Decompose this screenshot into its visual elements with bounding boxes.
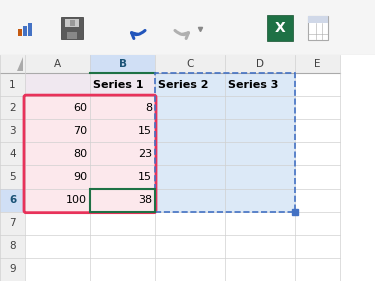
- Bar: [90, 55, 155, 73]
- Text: 15: 15: [138, 126, 152, 136]
- Bar: [0, 166, 25, 189]
- Text: 8: 8: [145, 103, 152, 113]
- Bar: [28, 22, 32, 35]
- Bar: [0, 55, 375, 281]
- Bar: [25, 55, 90, 73]
- Bar: [18, 28, 22, 35]
- Bar: [0, 258, 25, 281]
- Polygon shape: [17, 57, 23, 71]
- Bar: [67, 31, 77, 38]
- Bar: [0, 235, 25, 258]
- Text: 15: 15: [138, 172, 152, 182]
- Bar: [65, 19, 79, 26]
- Text: 8: 8: [9, 241, 16, 251]
- Text: 2: 2: [9, 103, 16, 113]
- Text: 100: 100: [66, 195, 87, 205]
- Text: 23: 23: [138, 149, 152, 159]
- Bar: [23, 26, 27, 35]
- Text: 6: 6: [9, 195, 16, 205]
- Bar: [155, 55, 225, 73]
- Text: 4: 4: [9, 149, 16, 159]
- Bar: [0, 0, 375, 55]
- Text: C: C: [186, 59, 194, 69]
- Bar: [0, 55, 25, 73]
- Bar: [0, 142, 25, 166]
- Text: D: D: [256, 59, 264, 69]
- Text: Series 3: Series 3: [228, 80, 278, 90]
- Bar: [0, 96, 25, 119]
- Bar: [0, 73, 25, 96]
- Text: 3: 3: [9, 126, 16, 136]
- Text: Series 2: Series 2: [158, 80, 209, 90]
- Bar: [70, 19, 75, 26]
- Text: 7: 7: [9, 218, 16, 228]
- Text: A: A: [54, 59, 61, 69]
- Bar: [0, 212, 25, 235]
- Bar: [0, 189, 25, 212]
- FancyBboxPatch shape: [61, 17, 83, 38]
- Text: E: E: [314, 59, 321, 69]
- Bar: [0, 119, 25, 142]
- Text: 80: 80: [73, 149, 87, 159]
- Text: 90: 90: [73, 172, 87, 182]
- Text: 5: 5: [9, 172, 16, 182]
- Bar: [225, 55, 295, 73]
- Text: B: B: [118, 59, 126, 69]
- Text: 1: 1: [9, 80, 16, 90]
- Bar: [25, 96, 155, 212]
- Bar: [308, 15, 328, 22]
- FancyBboxPatch shape: [267, 15, 293, 40]
- FancyBboxPatch shape: [308, 15, 328, 40]
- Bar: [155, 55, 295, 212]
- Text: Series 1: Series 1: [93, 80, 144, 90]
- Bar: [295, 55, 340, 73]
- Text: X: X: [274, 21, 285, 35]
- Bar: [25, 73, 155, 96]
- Bar: [155, 73, 295, 212]
- Bar: [90, 189, 155, 212]
- Text: 60: 60: [73, 103, 87, 113]
- Text: 9: 9: [9, 264, 16, 275]
- Text: 38: 38: [138, 195, 152, 205]
- Text: 70: 70: [73, 126, 87, 136]
